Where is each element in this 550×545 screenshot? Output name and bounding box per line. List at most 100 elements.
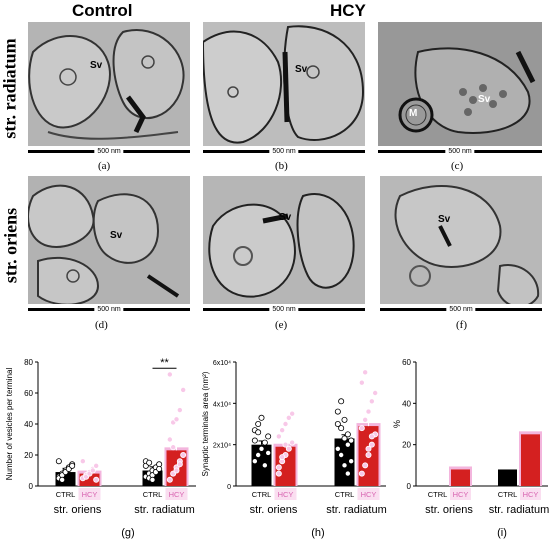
hcy-heading: HCY (330, 1, 366, 20)
chart-g-data-point (173, 416, 180, 423)
scale-bar-e: 500 nm (203, 304, 365, 316)
chart-h-hcy-label-bg (274, 488, 297, 500)
chart-g-ctrl-label: CTRL (143, 490, 163, 499)
chart-h-data-point (285, 445, 292, 452)
chart-i-tick-label: 40 (402, 399, 411, 408)
micrograph-a: Sv 500 nm (28, 22, 190, 158)
chart-i-ctrl-bar (498, 469, 517, 486)
scale-label-c: 500 nm (445, 146, 475, 157)
chart-i-hcy-label-bg (450, 488, 471, 500)
chart-g-data-point (166, 436, 173, 443)
chart-h-data-point (261, 439, 268, 446)
m-label-c: M (409, 108, 418, 119)
chart-h-data-point (258, 445, 265, 452)
scale-label-e: 500 nm (269, 304, 299, 315)
chart-g-data-point (93, 462, 100, 469)
chart-i-hcy-label-bg (520, 488, 541, 500)
chart-i-caption: (i) (497, 527, 507, 539)
chart-g-data-point (173, 467, 180, 474)
scale-bar-d: 500 nm (28, 304, 190, 316)
caption-a: (a) (98, 160, 111, 172)
scale-bar-f: 500 nm (380, 304, 542, 316)
chart-g-y-label: Number of vesicles per terminal (5, 368, 14, 481)
scale-label-a: 500 nm (94, 146, 124, 157)
scale-bar-b: 500 nm (203, 146, 365, 158)
chart-h-data-point (265, 433, 272, 440)
chart-h-tick-label: 0 (227, 484, 231, 491)
chart-g-data-point (170, 444, 177, 451)
chart-h-caption: (h) (311, 527, 324, 539)
chart-g-data-point (166, 371, 173, 378)
chart-i-hcy-label: HCY (523, 490, 539, 499)
chart-h-data-point (338, 425, 345, 432)
chart-h-group-label: str. radiatum (326, 504, 387, 516)
chart-h-tick-label: 2x10⁴ (213, 443, 231, 450)
chart-h-data-point (365, 445, 372, 452)
chart-h-data-point (255, 452, 262, 459)
row-label-oriens: str. oriens (0, 207, 21, 284)
micrograph-b: Sv 500 nm (203, 22, 365, 158)
sv-label-f: Sv (438, 214, 451, 225)
scale-label-d: 500 nm (94, 304, 124, 315)
chart-h-data-point (348, 458, 355, 465)
chart-g: 0 20 40 60 80 Number of vesicles per terminal… (0, 340, 200, 540)
chart-g-hcy-label-bg (165, 488, 188, 500)
chart-g-hcy-label: HCY (82, 490, 98, 499)
chart-i-ctrl-label: CTRL (428, 490, 448, 499)
chart-h-hcy-label: HCY (278, 490, 294, 499)
chart-h-data-point (275, 470, 282, 477)
chart-g-data-point (59, 476, 66, 483)
chart-h-data-point (279, 427, 286, 434)
chart-g-ctrl-label: CTRL (56, 490, 76, 499)
chart-h-data-point (289, 439, 296, 446)
chart-h-data-point (258, 414, 265, 421)
chart-g-data-point (69, 462, 76, 469)
chart-i-tick-label: 20 (402, 441, 411, 450)
chart-h-data-point (358, 425, 365, 432)
chart-h-data-point (275, 464, 282, 471)
chart-h-data-point (275, 433, 282, 440)
sv-label-b: Sv (295, 64, 308, 75)
micrograph-c: M Sv 500 nm (378, 22, 542, 158)
caption-d: (d) (95, 319, 108, 331)
chart-h-data-point (338, 452, 345, 459)
chart-h-hcy-label-bg (357, 488, 380, 500)
chart-h-data-point (368, 433, 375, 440)
chart-h-data-point (341, 462, 348, 469)
chart-g-data-point (149, 476, 156, 483)
chart-h-data-point (362, 416, 369, 423)
chart-g-data-point (146, 459, 153, 466)
chart-g-tick-label: 80 (24, 358, 33, 367)
chart-h-data-point (344, 441, 351, 448)
chart-g-tick-label: 60 (24, 389, 33, 398)
chart-h-data-point (348, 437, 355, 444)
chart-i-hcy-label: HCY (453, 490, 469, 499)
chart-h-data-point (251, 437, 258, 444)
chart-g-data-point (79, 458, 86, 465)
sv-label-e: Sv (279, 212, 292, 223)
chart-h-data-point (368, 398, 375, 405)
chart-i-group-label: str. oriens (425, 504, 473, 516)
micrograph-d: Sv 500 nm (28, 176, 190, 316)
chart-h-data-point (334, 445, 341, 452)
micrograph-b-image (203, 22, 365, 158)
chart-h-data-point (261, 462, 268, 469)
chart-h-data-point (341, 435, 348, 442)
micrograph-c-image (378, 22, 542, 158)
scale-label-b: 500 nm (269, 146, 299, 157)
chart-i-ctrl-label: CTRL (498, 490, 518, 499)
chart-h-data-point (255, 421, 262, 428)
chart-h-data-point (255, 429, 262, 436)
chart-g-data-point (176, 461, 183, 468)
micrograph-e: Sv 500 nm (203, 176, 365, 316)
chart-h-data-point (282, 441, 289, 448)
chart-i-tick-label: 60 (402, 358, 411, 367)
micrograph-f-image (380, 176, 542, 316)
sv-label-c: Sv (478, 94, 491, 105)
chart-g-svg: 0 20 40 60 80 Number of vesicles per terminal… (5, 357, 196, 539)
caption-e: (e) (275, 319, 288, 331)
chart-h-data-point (251, 458, 258, 465)
chart-h-data-point (338, 398, 345, 405)
chart-g-group-label: str. radiatum (134, 504, 195, 516)
